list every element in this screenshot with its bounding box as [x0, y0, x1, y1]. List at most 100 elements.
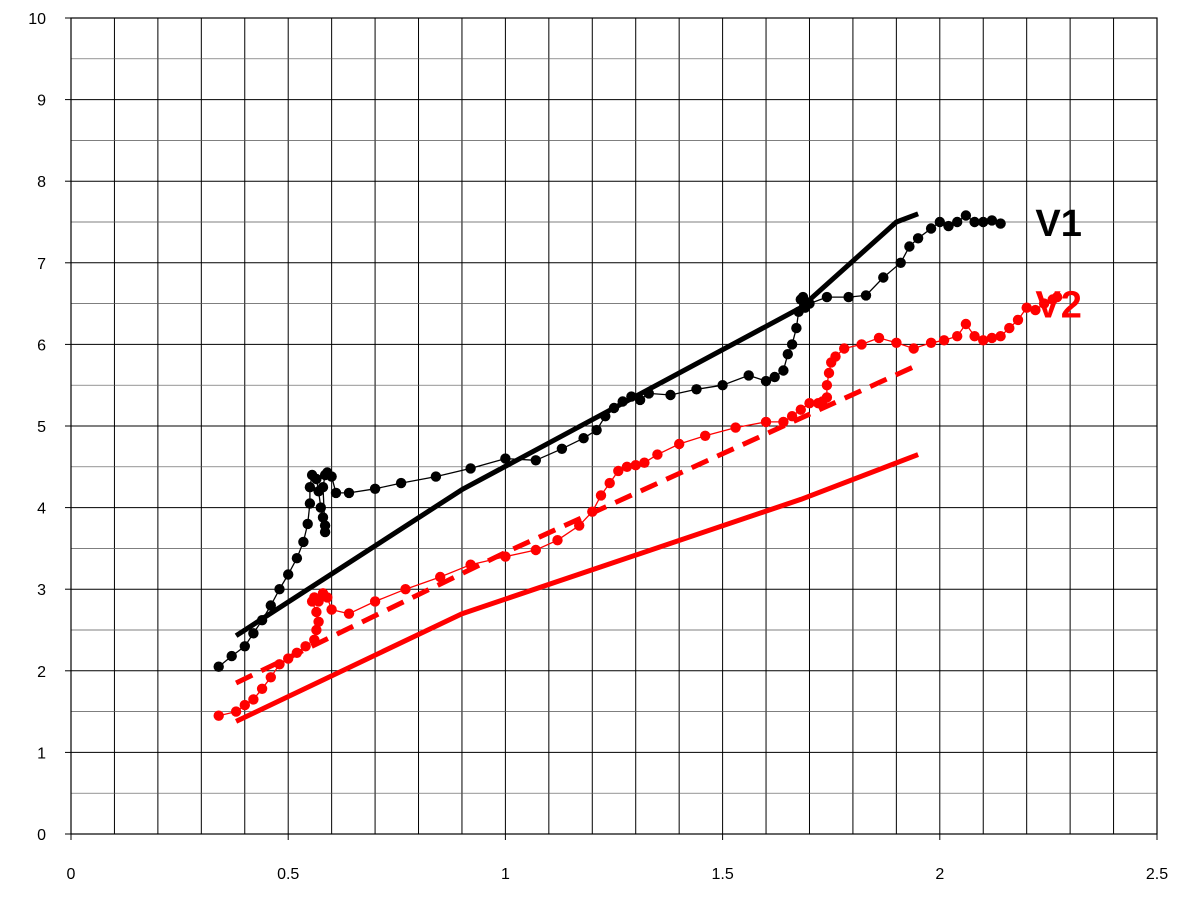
data-point	[878, 272, 889, 283]
data-point	[369, 596, 381, 607]
data-point	[960, 318, 972, 330]
data-point	[943, 220, 954, 232]
data-point	[283, 569, 294, 580]
data-point	[613, 465, 624, 477]
data-point	[978, 216, 989, 228]
data-point	[630, 460, 641, 471]
data-point	[843, 291, 854, 303]
data-point	[343, 487, 355, 499]
data-point	[430, 471, 442, 482]
x-tick-label: 1	[501, 866, 510, 883]
x-tick-label: 2.5	[1146, 866, 1168, 883]
annotations-layer: V1 V2	[1035, 203, 1081, 327]
series-1	[213, 210, 1006, 672]
data-point	[700, 430, 711, 441]
data-point	[265, 672, 276, 683]
data-point	[326, 471, 337, 482]
series-2	[234, 211, 919, 638]
data-point	[465, 463, 476, 474]
data-point	[1030, 304, 1041, 316]
data-point	[591, 424, 602, 436]
data-point	[782, 349, 793, 360]
data-point	[1004, 322, 1015, 334]
data-point	[556, 443, 568, 454]
series-4	[235, 362, 920, 686]
data-point	[986, 215, 998, 226]
data-point	[311, 473, 322, 485]
data-point	[912, 233, 924, 244]
data-point	[304, 482, 316, 493]
data-point	[621, 461, 633, 472]
y-tick-label: 3	[37, 582, 46, 599]
data-point	[769, 371, 780, 383]
data-point	[578, 433, 589, 444]
data-point	[786, 339, 798, 350]
data-point	[791, 322, 802, 334]
y-tick-label: 9	[37, 93, 46, 110]
data-point	[934, 216, 945, 228]
data-point	[821, 291, 833, 303]
data-point	[330, 487, 342, 499]
data-point	[239, 699, 250, 711]
y-tick-label: 5	[37, 419, 46, 436]
data-point	[300, 641, 311, 652]
data-point	[830, 351, 841, 362]
data-point	[674, 438, 685, 450]
series-label-v2: V2	[1035, 285, 1081, 327]
data-point	[315, 502, 326, 513]
data-point	[986, 332, 998, 344]
series-line-thick	[234, 211, 919, 638]
data-point	[730, 422, 741, 433]
data-point	[760, 416, 772, 428]
data-point	[925, 337, 937, 348]
data-point	[691, 384, 702, 395]
data-point	[1012, 314, 1024, 326]
data-point	[256, 683, 268, 694]
series-line	[218, 296, 1058, 717]
y-tick-label: 4	[37, 501, 46, 518]
y-tick-label: 0	[37, 827, 46, 844]
data-point	[574, 520, 585, 531]
data-point	[226, 650, 237, 662]
data-point	[313, 596, 324, 607]
data-point	[925, 223, 937, 234]
data-point	[298, 536, 309, 548]
data-point	[319, 526, 331, 538]
data-point	[311, 624, 322, 636]
data-point	[795, 404, 806, 415]
data-point	[317, 512, 329, 523]
x-tick-label: 2	[935, 866, 944, 883]
data-point	[230, 706, 242, 717]
data-point	[213, 661, 224, 672]
data-point	[995, 331, 1006, 342]
data-point	[978, 335, 989, 346]
data-point	[343, 608, 355, 619]
data-point	[895, 257, 906, 268]
data-point	[304, 498, 316, 509]
series-line-thick	[235, 362, 920, 686]
y-tick-label: 8	[37, 174, 46, 191]
y-tick-label: 6	[37, 337, 46, 354]
data-point	[760, 375, 772, 387]
data-point	[239, 641, 250, 652]
series-label-v1: V1	[1035, 203, 1081, 245]
data-point	[652, 449, 663, 460]
data-point	[248, 628, 259, 639]
y-tick-label: 1	[37, 745, 46, 762]
x-tick-label: 0.5	[277, 866, 299, 883]
data-point	[1021, 302, 1032, 313]
data-point	[969, 216, 980, 228]
x-tick-labels: 0 0.5 1 1.5 2 2.5	[67, 834, 1168, 883]
data-point	[248, 694, 259, 705]
y-tick-label: 7	[37, 256, 46, 273]
data-point	[311, 606, 322, 618]
data-point	[804, 398, 815, 409]
data-point	[274, 584, 285, 595]
data-point	[873, 332, 885, 344]
data-point	[435, 571, 446, 583]
data-point	[969, 331, 980, 342]
data-point	[717, 380, 728, 391]
data-point	[400, 584, 411, 595]
data-point	[530, 455, 541, 466]
